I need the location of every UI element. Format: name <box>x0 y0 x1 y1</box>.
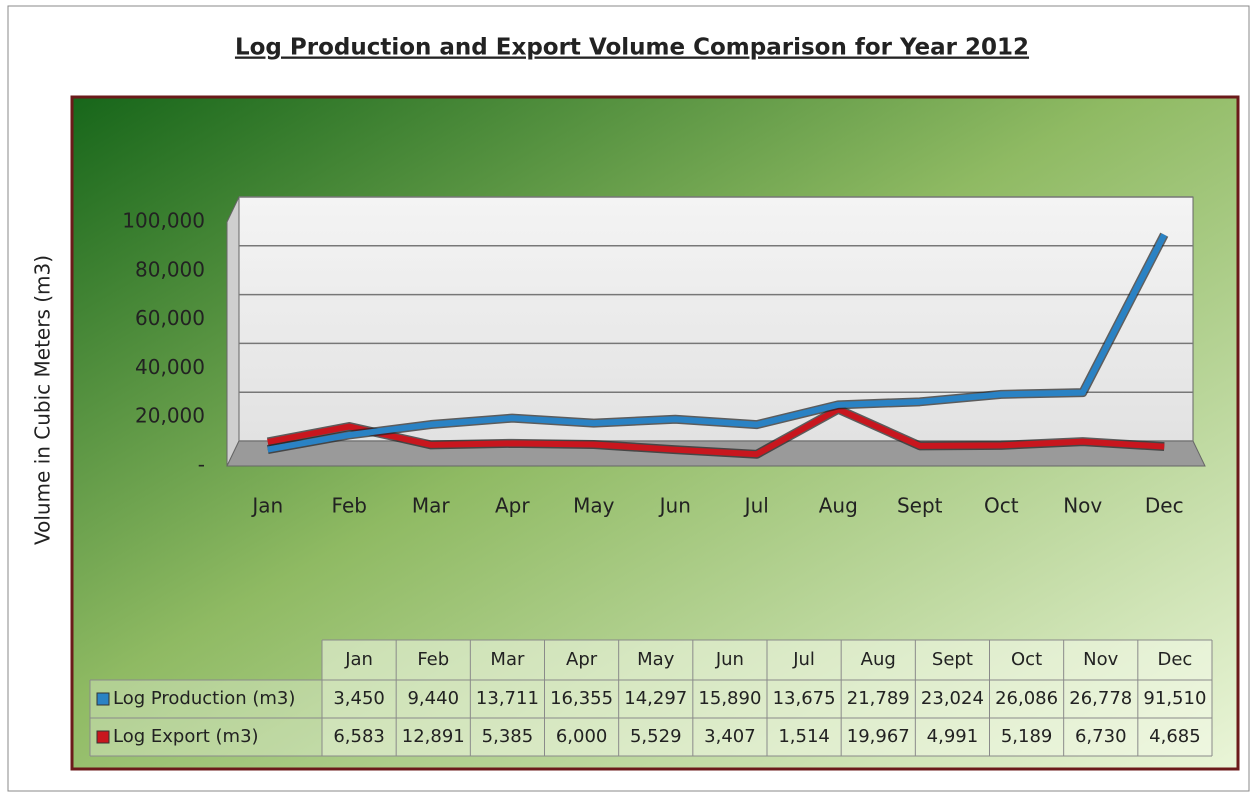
table-header: Aug <box>861 649 896 670</box>
table-header: Feb <box>417 649 449 670</box>
table-cell: 16,355 <box>550 688 613 709</box>
table-cell: 6,000 <box>556 726 608 747</box>
table-cell: 3,450 <box>333 688 385 709</box>
table-cell: 6,730 <box>1075 726 1127 747</box>
table-header: Jan <box>344 649 373 670</box>
table-header: Jul <box>792 649 815 670</box>
table-cell: 26,086 <box>995 688 1058 709</box>
x-tick-label: Sept <box>897 494 943 518</box>
x-tick-label: Apr <box>495 494 530 518</box>
table-header: Sept <box>932 649 973 670</box>
chart-title: Log Production and Export Volume Compari… <box>235 35 1029 61</box>
x-tick-label: Nov <box>1063 494 1102 518</box>
table-cell: 12,891 <box>402 726 465 747</box>
x-tick-label: Mar <box>412 494 451 518</box>
table-cell: 4,685 <box>1149 726 1201 747</box>
side-wall <box>226 196 240 467</box>
table-cell: 13,711 <box>476 688 539 709</box>
y-tick-label: 100,000 <box>122 209 205 233</box>
table-cell: 14,297 <box>624 688 687 709</box>
table-header: Nov <box>1083 649 1118 670</box>
x-tick-label: Jul <box>743 494 769 518</box>
table-header: Jun <box>715 649 744 670</box>
legend-label: Log Production (m3) <box>113 688 295 709</box>
table-cell: 21,789 <box>847 688 910 709</box>
table-cell: 91,510 <box>1143 688 1206 709</box>
back-wall <box>238 196 1194 442</box>
legend-swatch <box>96 730 110 744</box>
series-line <box>267 406 1165 458</box>
x-tick-label: Jan <box>250 494 283 518</box>
legend-swatch <box>96 692 110 706</box>
table-cell: 9,440 <box>407 688 459 709</box>
table-cell: 4,991 <box>927 726 979 747</box>
table-cell: 5,529 <box>630 726 682 747</box>
table-cell: 13,675 <box>773 688 836 709</box>
table-cell: 3,407 <box>704 726 756 747</box>
table-cell: 26,778 <box>1069 688 1132 709</box>
table-cell: 19,967 <box>847 726 910 747</box>
table-cell: 5,385 <box>482 726 534 747</box>
y-tick-label: 60,000 <box>135 306 205 330</box>
table-cell: 6,583 <box>333 726 385 747</box>
x-tick-label: Aug <box>819 494 858 518</box>
x-tick-label: Oct <box>984 494 1019 518</box>
y-tick-label: 20,000 <box>135 404 205 428</box>
table-cell: 15,890 <box>698 688 761 709</box>
y-tick-label: - <box>198 453 205 477</box>
table-cell: 23,024 <box>921 688 984 709</box>
table-header: Dec <box>1157 649 1192 670</box>
table-header: Oct <box>1011 649 1042 670</box>
y-axis-label: Volume in Cubic Meters (m3) <box>31 255 55 545</box>
table-cell: 1,514 <box>778 726 830 747</box>
series-line <box>267 233 1167 453</box>
table-header: Apr <box>566 649 598 670</box>
y-tick-label: 40,000 <box>135 355 205 379</box>
table-header: May <box>637 649 675 670</box>
y-tick-label: 80,000 <box>135 257 205 281</box>
table-header: Mar <box>490 649 525 670</box>
x-tick-label: Feb <box>332 494 367 518</box>
x-tick-label: May <box>573 494 615 518</box>
x-tick-label: Dec <box>1145 494 1184 518</box>
table-cell: 5,189 <box>1001 726 1053 747</box>
x-tick-label: Jun <box>658 494 691 518</box>
legend-label: Log Export (m3) <box>113 726 259 747</box>
